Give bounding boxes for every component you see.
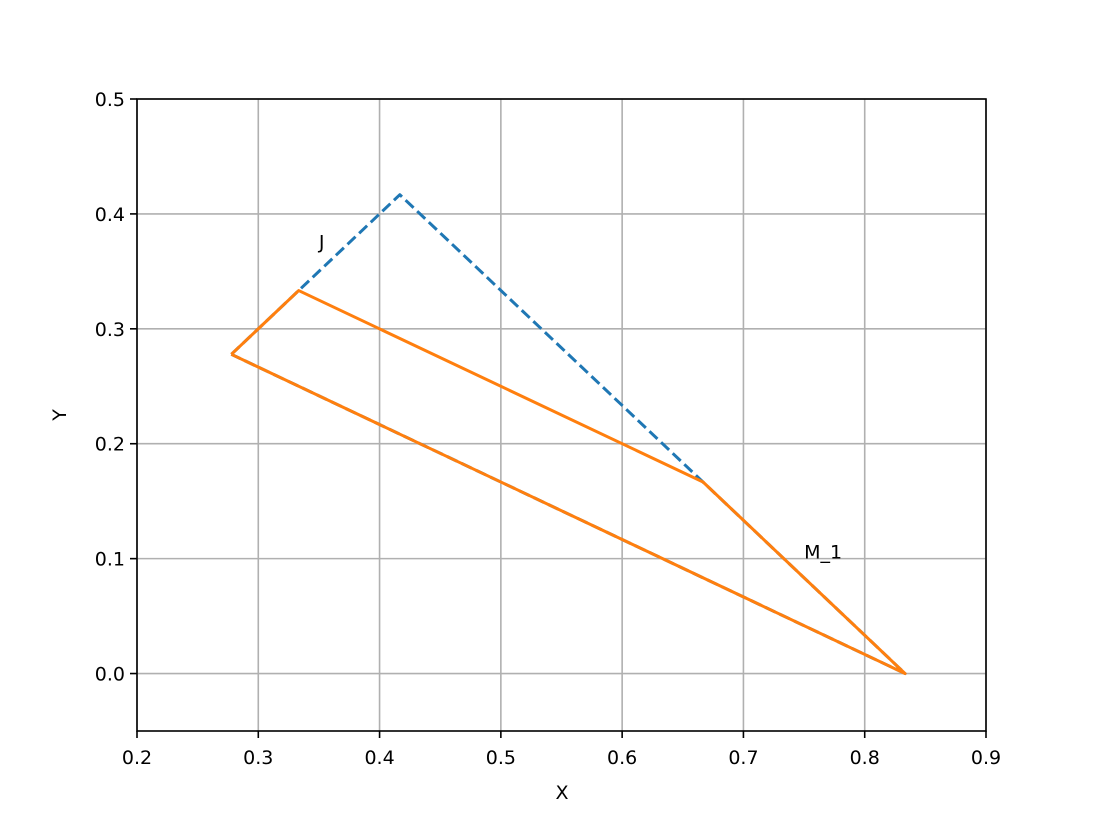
x-tick-label: 0.6 xyxy=(607,747,637,769)
x-tick-label: 0.9 xyxy=(971,747,1001,769)
x-tick-label: 0.8 xyxy=(850,747,880,769)
x-tick-label: 0.5 xyxy=(486,747,516,769)
y-tick-label: 0.4 xyxy=(95,204,125,226)
annotation: M_1 xyxy=(804,542,842,564)
x-tick-label: 0.4 xyxy=(364,747,394,769)
y-tick-label: 0.5 xyxy=(95,89,125,111)
annotation: J xyxy=(318,231,325,253)
x-tick-label: 0.7 xyxy=(728,747,758,769)
line-series xyxy=(230,193,907,676)
y-tick-label: 0.1 xyxy=(95,549,125,571)
line-series xyxy=(230,289,907,676)
y-tick-label: 0.0 xyxy=(95,664,125,686)
plot-frame xyxy=(136,98,987,732)
x-tick-label: 0.3 xyxy=(243,747,273,769)
x-axis-label: X xyxy=(555,782,568,804)
x-tick-label: 0.2 xyxy=(122,747,152,769)
y-tick-label: 0.3 xyxy=(95,319,125,341)
y-axis-label: Y xyxy=(49,409,71,422)
y-tick-label: 0.2 xyxy=(95,434,125,456)
